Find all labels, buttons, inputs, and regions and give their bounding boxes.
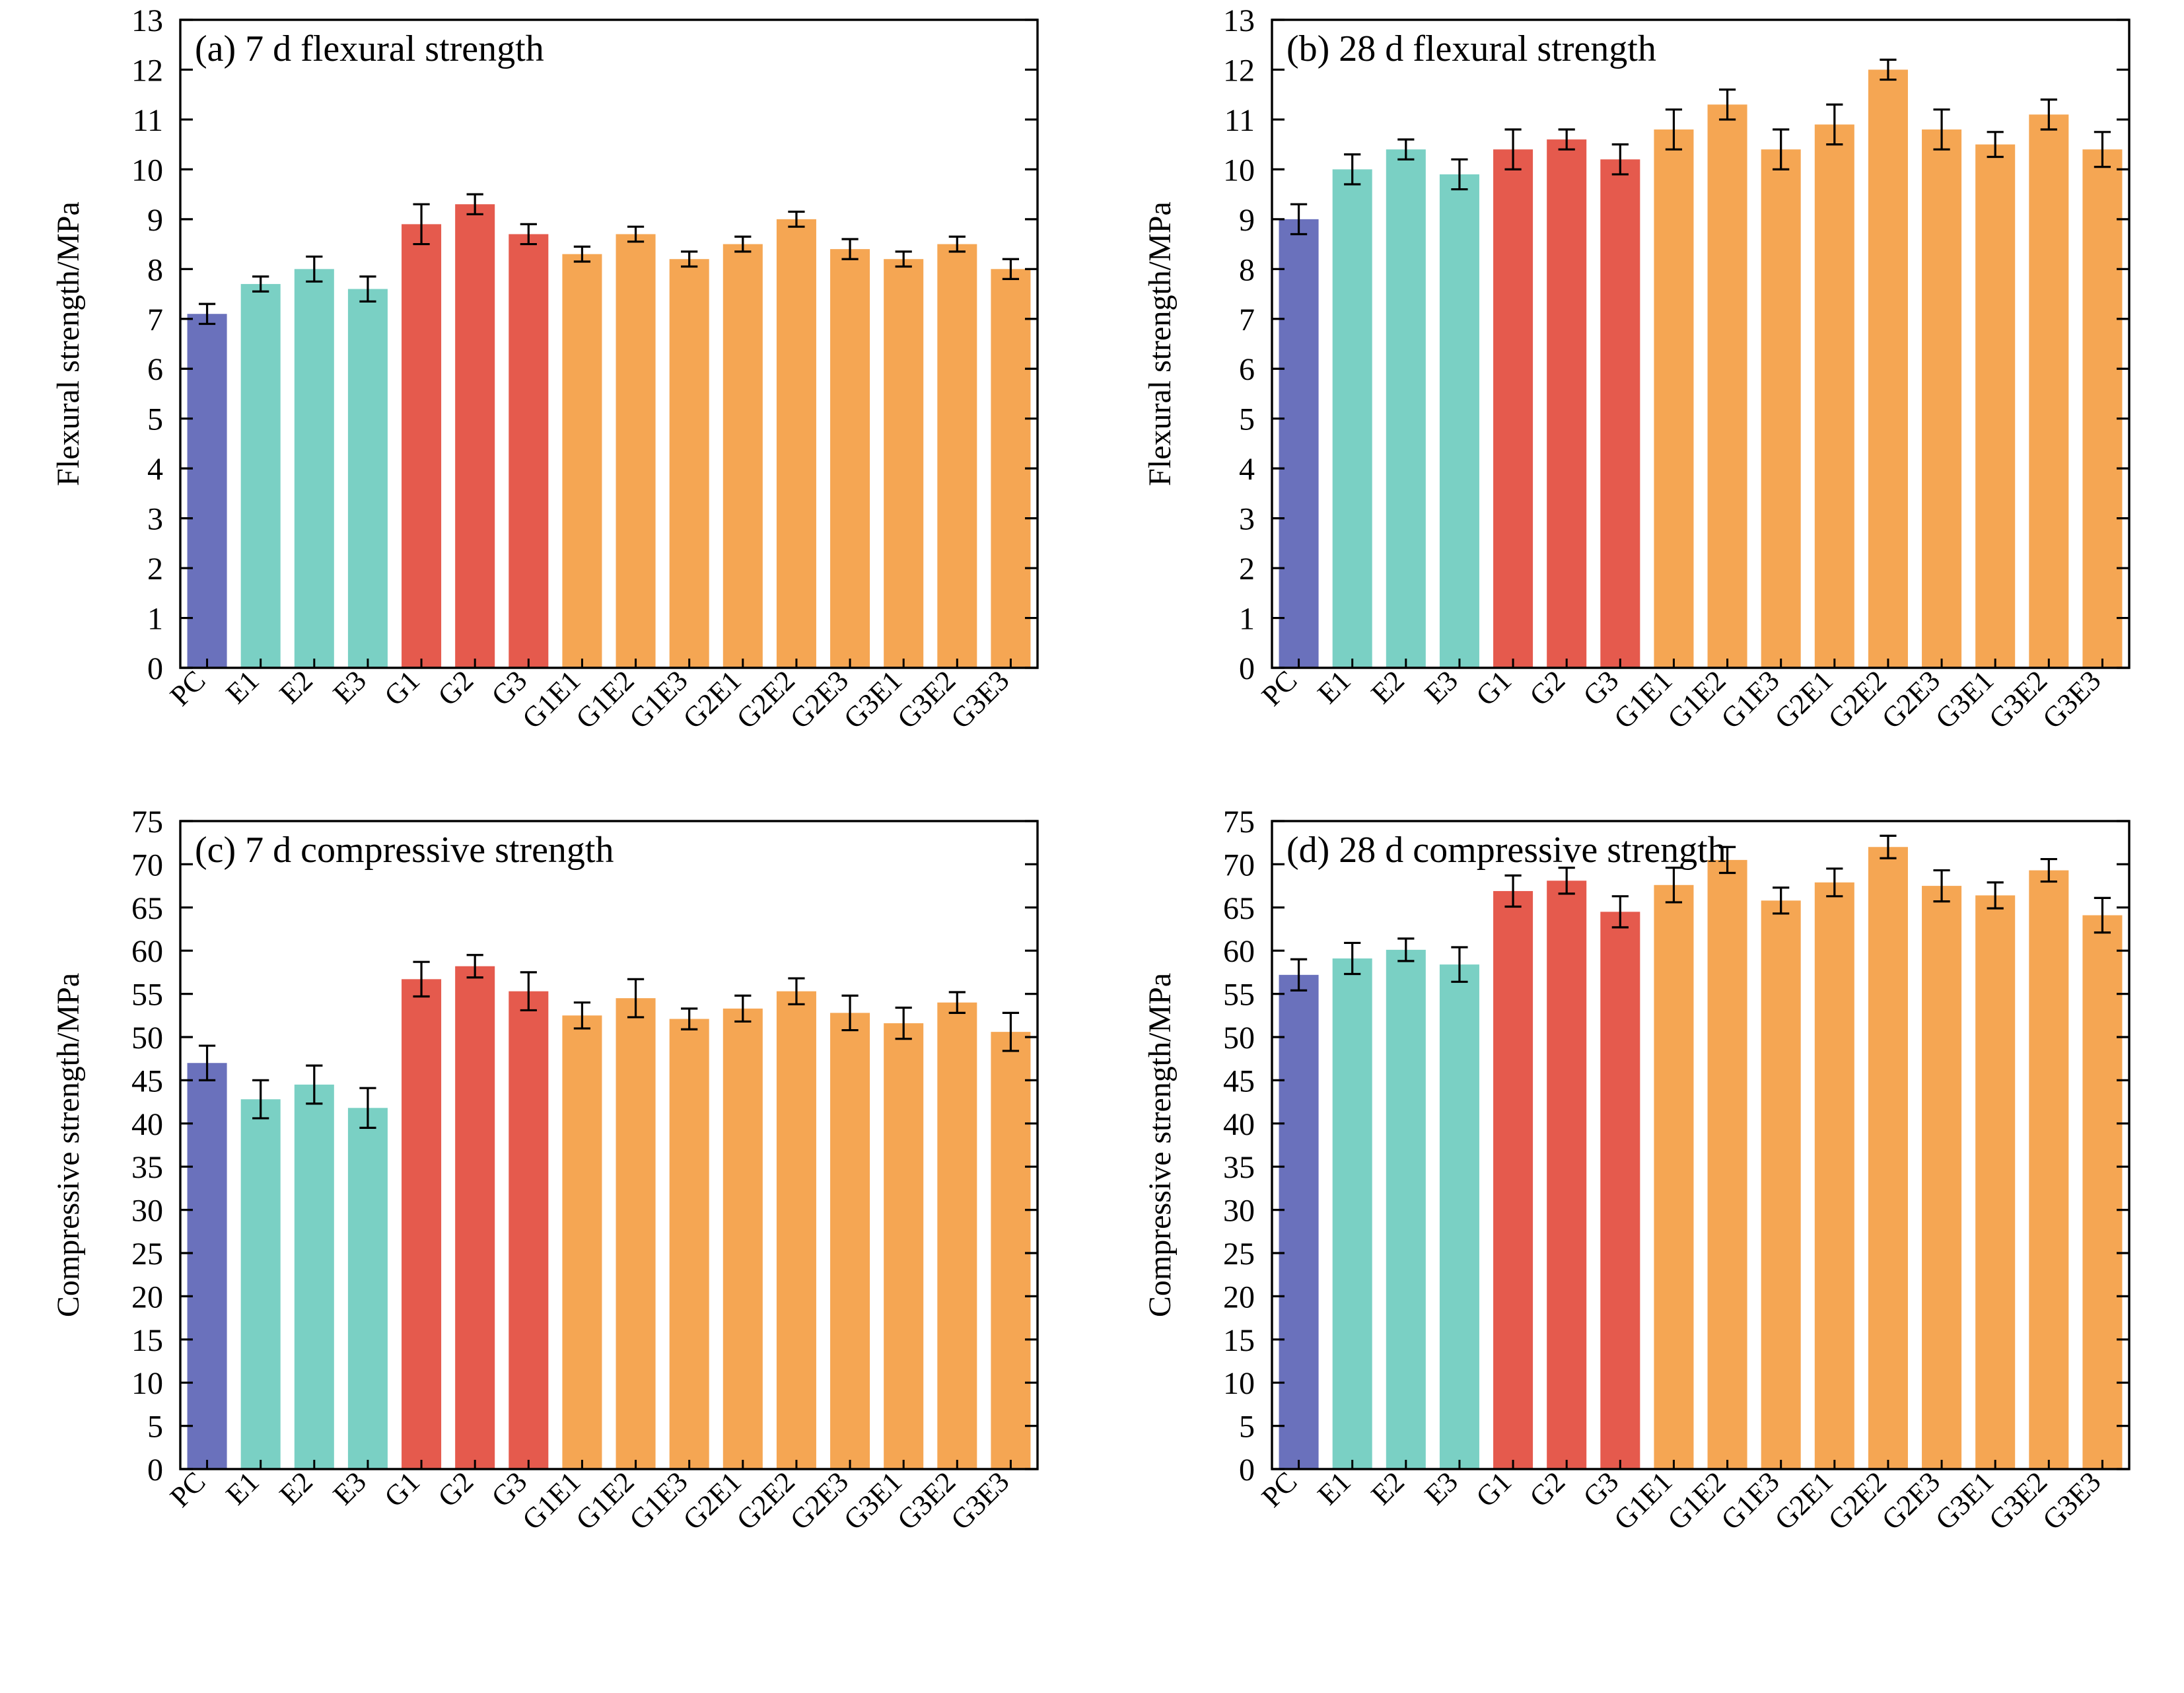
svg-text:8: 8 [147,252,163,287]
svg-text:75: 75 [1223,811,1255,840]
svg-text:1: 1 [147,602,163,637]
svg-text:5: 5 [147,1410,163,1445]
svg-text:(a) 7 d flexural strength: (a) 7 d flexural strength [195,28,544,69]
svg-text:(d) 28 d compressive strength: (d) 28 d compressive strength [1286,830,1726,871]
svg-text:25: 25 [1223,1237,1255,1272]
svg-text:5: 5 [1239,402,1255,437]
svg-text:60: 60 [1223,934,1255,969]
svg-text:(c) 7 d compressive strength: (c) 7 d compressive strength [195,830,614,871]
svg-text:0: 0 [147,651,163,686]
svg-text:75: 75 [131,811,163,840]
svg-text:20: 20 [131,1279,163,1315]
svg-text:15: 15 [1223,1323,1255,1358]
svg-text:Flexural strength/MPa: Flexural strength/MPa [1143,201,1178,486]
svg-text:20: 20 [1223,1279,1255,1315]
svg-text:65: 65 [1223,891,1255,926]
svg-text:12: 12 [1223,53,1255,88]
svg-text:(b) 28 d flexural strength: (b) 28 d flexural strength [1286,28,1656,69]
svg-text:0: 0 [1239,1453,1255,1488]
svg-text:7: 7 [1239,303,1255,338]
svg-text:6: 6 [1239,352,1255,387]
svg-text:40: 40 [131,1107,163,1142]
svg-text:55: 55 [1223,978,1255,1013]
svg-text:0: 0 [1239,651,1255,686]
svg-text:8: 8 [1239,252,1255,287]
svg-text:15: 15 [131,1323,163,1358]
svg-text:2: 2 [1239,552,1255,587]
svg-text:4: 4 [147,452,163,487]
svg-text:10: 10 [1223,1366,1255,1401]
svg-text:40: 40 [1223,1107,1255,1142]
svg-text:25: 25 [131,1237,163,1272]
svg-text:3: 3 [147,502,163,537]
svg-text:0: 0 [147,1453,163,1488]
svg-text:50: 50 [1223,1021,1255,1056]
svg-text:60: 60 [131,934,163,969]
svg-text:13: 13 [131,10,163,38]
svg-text:1: 1 [1239,602,1255,637]
svg-text:2: 2 [147,552,163,587]
svg-text:70: 70 [1223,847,1255,883]
svg-text:13: 13 [1223,10,1255,38]
svg-text:45: 45 [131,1063,163,1099]
svg-text:35: 35 [1223,1150,1255,1185]
svg-text:Flexural strength/MPa: Flexural strength/MPa [51,201,86,486]
svg-text:12: 12 [131,53,163,88]
svg-text:5: 5 [147,402,163,437]
svg-text:Compressive strength/MPa: Compressive strength/MPa [51,973,86,1317]
svg-text:6: 6 [147,352,163,387]
svg-text:5: 5 [1239,1410,1255,1445]
svg-text:11: 11 [133,103,163,138]
svg-text:4: 4 [1239,452,1255,487]
svg-text:10: 10 [131,1366,163,1401]
svg-text:11: 11 [1224,103,1255,138]
svg-text:70: 70 [131,847,163,883]
svg-text:35: 35 [131,1150,163,1185]
svg-text:10: 10 [131,153,163,188]
svg-text:Compressive strength/MPa: Compressive strength/MPa [1143,973,1178,1317]
svg-text:30: 30 [131,1194,163,1229]
svg-text:50: 50 [131,1021,163,1056]
svg-text:9: 9 [147,203,163,238]
svg-text:30: 30 [1223,1194,1255,1229]
svg-text:9: 9 [1239,203,1255,238]
svg-text:10: 10 [1223,153,1255,188]
svg-text:3: 3 [1239,502,1255,537]
svg-text:45: 45 [1223,1063,1255,1099]
svg-text:55: 55 [131,978,163,1013]
svg-text:65: 65 [131,891,163,926]
svg-text:7: 7 [147,303,163,338]
